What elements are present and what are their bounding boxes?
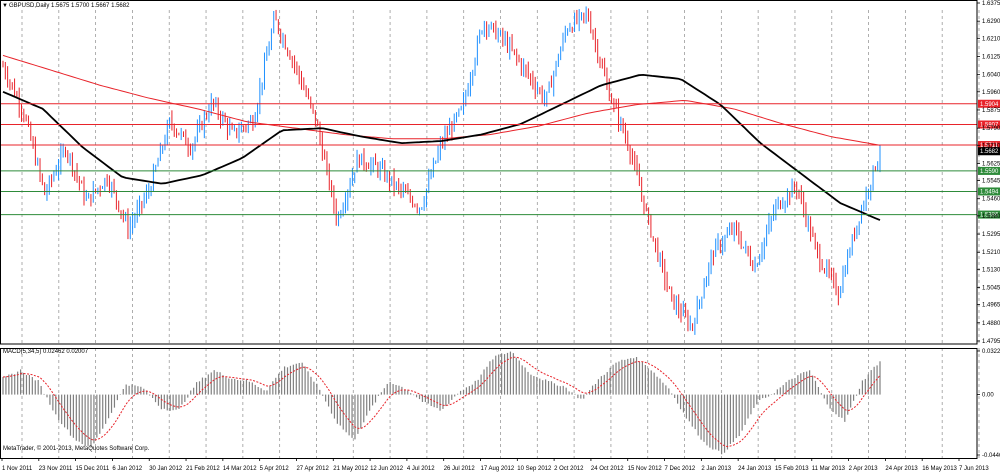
x-tick-label: 21 May 2012 (333, 466, 368, 472)
level-badge (978, 187, 1000, 196)
x-tick-label: 1 Nov 2011 (2, 466, 33, 472)
y-tick-label: 1.6290 (982, 19, 1000, 25)
x-tick-label: 24 Apr 2013 (885, 466, 918, 472)
level-badge-label: 1.5590 (980, 169, 999, 175)
price-grid (21, 10, 980, 344)
y-tick-label: 1.5460 (982, 197, 1000, 203)
x-tick-label: 6 Jan 2012 (112, 466, 142, 472)
level-badge-label: 1.5682 (980, 149, 999, 155)
y-tick-label: 1.5545 (982, 179, 1000, 185)
level-badge (978, 210, 1000, 219)
y-tick-label: 1.5045 (982, 286, 1000, 292)
y-tick-label: 0.00 (982, 393, 994, 399)
x-tick-label: 26 Jul 2012 (444, 466, 476, 472)
y-tick-label: 1.5380 (982, 214, 1000, 220)
x-tick-label: 15 Feb 2013 (775, 466, 809, 472)
x-tick-label: 2 Oct 2012 (554, 466, 584, 472)
x-tick-label: 4 Jul 2012 (407, 466, 435, 472)
level-badge-label: 1.5711 (980, 143, 999, 149)
x-tick-label: 17 Aug 2012 (481, 466, 515, 472)
level-badge-label: 1.5494 (980, 189, 999, 195)
level-badge (978, 147, 1000, 156)
y-tick-label: 1.4965 (982, 303, 1000, 309)
y-tick-label: 1.6125 (982, 54, 1000, 60)
level-badge (978, 120, 1000, 129)
macd-header: MACD(5,34,5) 0.02462 0.02007 (3, 349, 89, 355)
y-tick-label: 1.4880 (982, 321, 1000, 327)
macd-pane-border (0, 348, 978, 459)
y-tick-label: 1.5710 (982, 143, 1000, 149)
price-pane-border (0, 0, 978, 345)
x-tick-label: 5 Apr 2012 (260, 466, 290, 472)
y-tick-label: -0.04465 (982, 453, 1000, 459)
y-tick-label: 1.6040 (982, 73, 1000, 79)
level-badge-label: 1.5386 (980, 213, 999, 219)
ma-fast-line (2, 54, 881, 146)
x-tick-label: 16 May 2013 (922, 466, 957, 472)
x-tick-label: 7 Dec 2012 (665, 466, 696, 472)
y-tick-label: 1.5130 (982, 267, 1000, 273)
x-tick-label: 15 Nov 2012 (628, 466, 663, 472)
y-tick-label: 1.5625 (982, 161, 1000, 167)
y-tick-label: 1.4795 (982, 339, 1000, 345)
y-tick-label: 1.5210 (982, 250, 1000, 256)
y-tick-label: 1.6210 (982, 36, 1000, 42)
y-tick-label: 1.5960 (982, 90, 1000, 96)
x-tick-label: 12 Jun 2012 (370, 466, 404, 472)
level-badge (978, 99, 1000, 108)
ma-slow-line (2, 73, 881, 221)
y-tick-label: 1.5295 (982, 232, 1000, 238)
moving-averages (2, 54, 881, 221)
y-tick-label: 1.5875 (982, 108, 1000, 114)
x-tick-label: 14 Mar 2012 (223, 466, 257, 472)
y-tick-label: 0.03221 (982, 349, 1000, 355)
x-tick-label: 23 Nov 2011 (39, 466, 73, 472)
level-badge-label: 1.5807 (980, 123, 999, 129)
price-chart-header: GBPUSD,Daily 1.5675 1.5700 1.5667 1.5682 (9, 3, 130, 9)
level-badge (978, 166, 1000, 175)
x-tick-label: 11 Mar 2013 (812, 466, 846, 472)
x-tick-label: 24 Oct 2012 (591, 466, 624, 472)
macd-histogram[interactable] (2, 351, 881, 455)
x-tick-label: 15 Dec 2011 (76, 466, 110, 472)
x-tick-label: 7 Jun 2013 (959, 466, 989, 472)
x-tick-label: 24 Jan 2013 (738, 466, 772, 472)
copyright-footer: MetaTrader, © 2001-2013, MetaQuotes Soft… (3, 445, 150, 452)
x-tick-label: 2 Apr 2013 (849, 466, 879, 472)
x-tick-label: 10 Sep 2012 (517, 466, 552, 472)
y-tick-label: 1.6375 (982, 1, 1000, 7)
x-tick-label: 21 Feb 2012 (186, 466, 220, 472)
x-tick-label: 30 Jan 2012 (149, 466, 183, 472)
price-axis: 1.6375 1.6290 1.6210 1.6125 1.6040 1.5960 1.58… (977, 1, 1000, 345)
x-tick-label: 2 Jan 2013 (701, 466, 731, 472)
macd-signal-line (2, 356, 881, 448)
chart-frame (0, 0, 978, 459)
level-badge (978, 141, 1000, 150)
chevron-down-icon[interactable]: ▼ (2, 3, 8, 9)
x-tick-label: 27 Apr 2012 (296, 466, 329, 472)
y-tick-label: 1.5790 (982, 126, 1000, 132)
time-axis: 1 Nov 2011 23 Nov 2011 15 Dec 2011 6 Jan 20… (1, 458, 989, 472)
level-badge-label: 1.5904 (980, 102, 999, 108)
